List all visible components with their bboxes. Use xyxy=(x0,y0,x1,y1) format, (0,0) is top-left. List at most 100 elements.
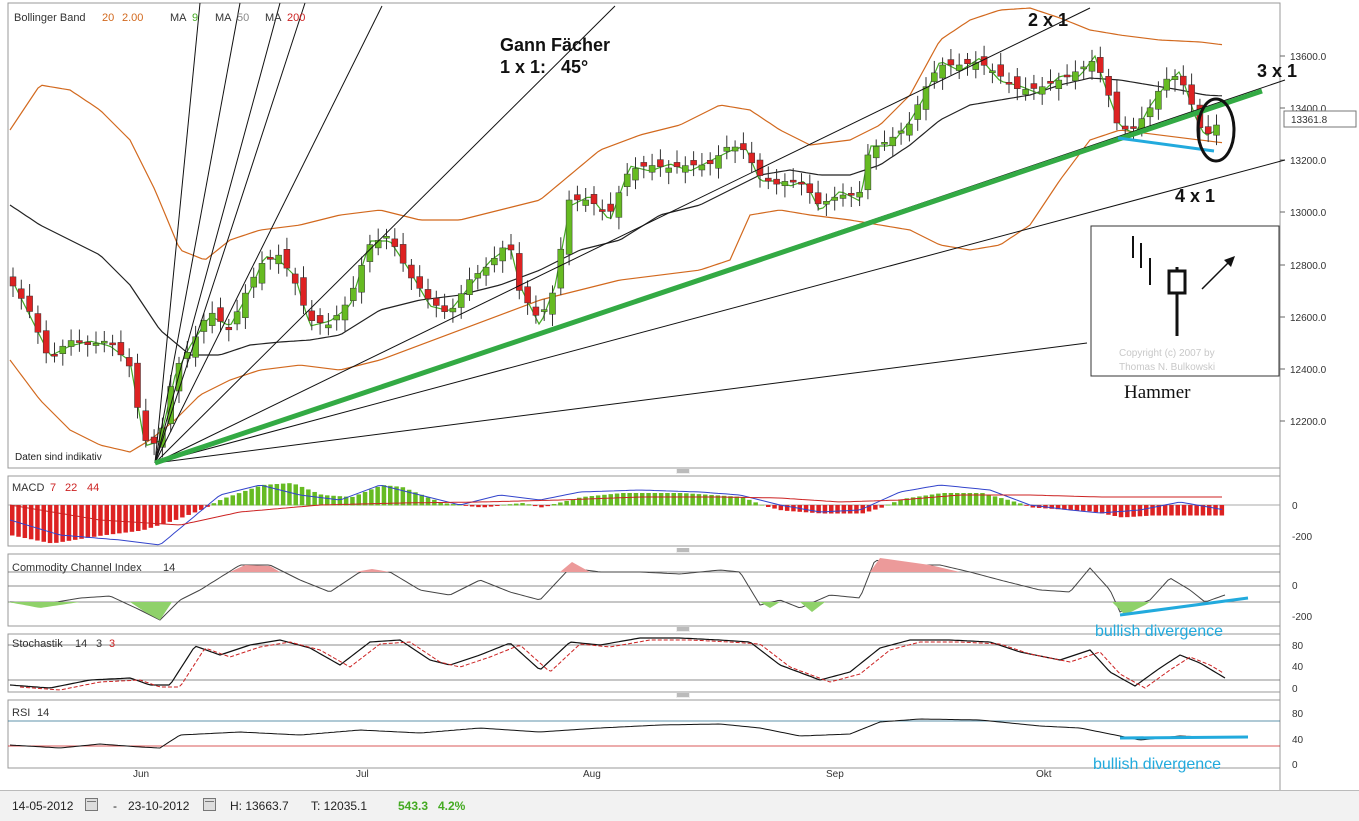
macd-bar xyxy=(142,505,147,530)
candle-down xyxy=(34,313,42,333)
gann-line-4x1a xyxy=(154,2,306,464)
candle-down xyxy=(640,162,648,167)
macd-p2: 22 xyxy=(65,482,77,494)
candle-down xyxy=(1030,83,1038,89)
candle-up xyxy=(1088,61,1096,72)
candle-down xyxy=(399,244,407,264)
macd-bar xyxy=(413,492,418,506)
macd-bar xyxy=(161,505,166,524)
candle-up xyxy=(499,247,506,262)
macd-bar xyxy=(28,505,34,540)
candle-down xyxy=(1005,82,1013,85)
cci-overbought-fill xyxy=(230,565,280,572)
candle-down xyxy=(532,306,540,316)
candle-down xyxy=(599,209,606,212)
rsi-period: 14 xyxy=(37,707,49,719)
macd-bar xyxy=(217,500,223,506)
macd-bar xyxy=(595,495,601,506)
candle-down xyxy=(657,159,664,167)
candle-up xyxy=(325,324,332,329)
candle-down xyxy=(806,183,814,193)
change-pct: 4.2% xyxy=(438,799,466,813)
macd-bar xyxy=(703,494,708,506)
macd-bar xyxy=(759,504,765,506)
panel-grip-macd[interactable] xyxy=(676,469,690,474)
rsi-label: RSI xyxy=(12,707,30,719)
macd-bar xyxy=(961,493,966,506)
macd-bar xyxy=(766,505,771,507)
end-date[interactable]: 23-10-2012 xyxy=(128,799,190,813)
candle-up xyxy=(781,181,789,187)
rsi-tick: 40 xyxy=(1292,735,1304,746)
panel-grip-cci[interactable] xyxy=(676,548,690,553)
candle-down xyxy=(507,244,515,251)
stoch-p3: 3 xyxy=(109,638,115,650)
macd-bar xyxy=(778,505,784,511)
macd-bar xyxy=(753,502,758,506)
rsi-line xyxy=(9,718,1226,749)
macd-bar xyxy=(54,505,59,543)
macd-bar xyxy=(375,486,380,506)
macd-bar xyxy=(507,504,513,506)
macd-bar xyxy=(180,505,185,518)
macd-bar xyxy=(608,494,613,506)
macd-bar xyxy=(955,493,960,506)
macd-bar xyxy=(451,504,456,506)
calendar-icon[interactable] xyxy=(85,798,98,811)
trend-line-3x1 xyxy=(154,88,1263,466)
panel-grip-stoch[interactable] xyxy=(676,627,690,632)
macd-bar xyxy=(476,505,481,508)
macd-bar xyxy=(545,505,550,507)
macd-bar xyxy=(123,505,128,533)
macd-bar xyxy=(495,505,500,506)
macd-bar xyxy=(369,489,374,506)
candle-down xyxy=(574,194,581,201)
stoch-p1: 14 xyxy=(75,638,87,650)
macd-bar xyxy=(186,505,191,515)
candle-down xyxy=(217,307,224,322)
candle-down xyxy=(316,315,324,324)
candle-up xyxy=(1146,107,1154,118)
candle-down xyxy=(76,340,83,343)
macd-bar xyxy=(1188,505,1193,516)
candle-up xyxy=(839,194,847,199)
macd-bar xyxy=(1156,505,1162,516)
macd-bar xyxy=(929,494,935,506)
calendar-icon[interactable] xyxy=(203,798,216,811)
macd-bar xyxy=(287,483,292,506)
candle-down xyxy=(291,273,299,284)
candle-up xyxy=(1055,79,1063,89)
macd-bar xyxy=(677,493,683,506)
macd-tick: 0 xyxy=(1292,501,1298,512)
candle-up xyxy=(648,165,656,173)
macd-bar xyxy=(577,497,582,506)
panel-grip-rsi[interactable] xyxy=(676,693,690,698)
price-tick: 12600.0 xyxy=(1290,313,1327,324)
candle-down xyxy=(1014,76,1021,89)
candle-up xyxy=(906,123,913,136)
macd-bar xyxy=(211,503,217,506)
macd-bar xyxy=(715,495,721,506)
macd-panel-frame xyxy=(7,475,1281,547)
macd-bar xyxy=(999,498,1004,506)
candle-down xyxy=(590,194,598,204)
candle-up xyxy=(549,292,556,315)
cci-overbought-fill xyxy=(560,562,590,572)
macd-bar xyxy=(696,494,702,506)
macd-bar xyxy=(917,496,922,506)
macd-bar xyxy=(47,505,53,544)
start-date[interactable]: 14-05-2012 xyxy=(12,799,74,813)
candle-up xyxy=(275,254,282,265)
macd-bar xyxy=(835,505,840,514)
macd-bar xyxy=(400,487,406,506)
macd-bar xyxy=(665,493,670,506)
macd-bar xyxy=(728,496,733,506)
macd-bar xyxy=(16,505,21,537)
price-tick: 13400.0 xyxy=(1290,104,1327,115)
hammer-inset: Copyright (c) 2007 by Thomas N. Bulkowsk… xyxy=(1090,225,1280,377)
candle-up xyxy=(1038,86,1046,95)
macd-bar xyxy=(129,505,135,532)
candle-up xyxy=(466,279,473,295)
macd-bar xyxy=(539,505,544,508)
price-panel-frame xyxy=(7,2,1281,469)
